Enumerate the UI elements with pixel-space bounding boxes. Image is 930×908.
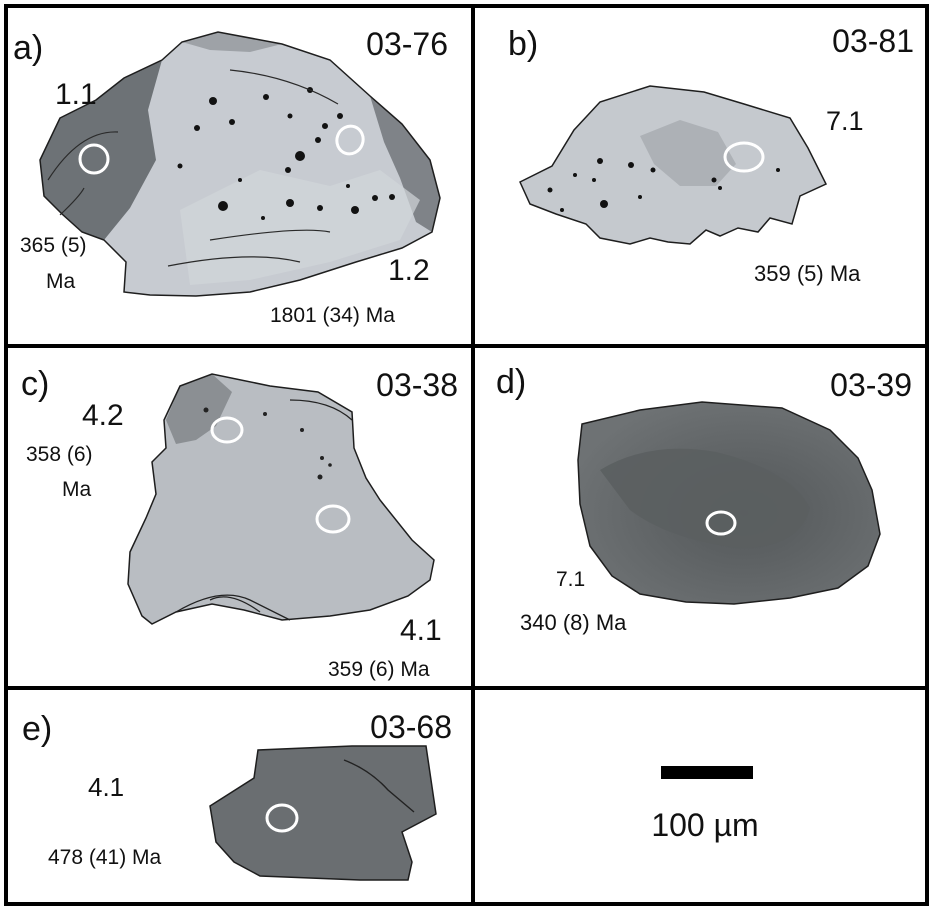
scale-bar-line <box>661 766 753 779</box>
spot-age: 359 (6) Ma <box>328 658 430 681</box>
analysis-spot-1-1 <box>78 143 110 175</box>
sample-id: 03-76 <box>366 26 448 62</box>
zircon-grain-b <box>519 85 828 245</box>
analysis-spot-4-1 <box>315 504 351 534</box>
panel-letter: c) <box>21 365 49 403</box>
panel-grid <box>4 4 929 906</box>
analysis-spot-7-1 <box>723 141 765 173</box>
sample-id: 03-38 <box>376 367 458 403</box>
spot-age: 478 (41) Ma <box>48 846 162 869</box>
sample-id: 03-39 <box>830 367 912 403</box>
scale-bar: 100 µm <box>651 766 759 843</box>
spot-age-unit: Ma <box>46 270 75 293</box>
panel-b: b) 03-81 7.1 359 (5) Ma <box>508 23 914 286</box>
spot-age: 365 (5) <box>20 234 87 257</box>
sample-id: 03-68 <box>370 709 452 745</box>
zircon-grain-d <box>577 401 881 605</box>
spot-age: 1801 (34) Ma <box>270 304 395 327</box>
spot-age-unit: Ma <box>62 478 91 501</box>
spot-label: 4.2 <box>82 399 124 432</box>
zircon-grain-e <box>209 745 437 881</box>
panel-d: d) 03-39 7.1 340 (8) Ma <box>496 363 912 635</box>
outer-border <box>4 4 929 906</box>
panel-letter: d) <box>496 363 526 401</box>
spot-label: 1.1 <box>55 78 97 111</box>
panel-e: e) 03-68 4.1 478 (41) Ma <box>22 709 452 881</box>
spot-age: 358 (6) <box>26 443 93 466</box>
spot-age: 359 (5) Ma <box>754 261 861 286</box>
panel-letter: e) <box>22 710 52 748</box>
zircon-grain-a <box>39 31 441 297</box>
panel-c: c) 03-38 4.2 358 (6) Ma 4.1 359 (6) Ma <box>21 365 458 681</box>
scale-bar-label: 100 µm <box>651 807 758 843</box>
zircon-grain-c <box>127 373 435 625</box>
analysis-spot-7-1 <box>705 510 737 536</box>
spot-label: 1.2 <box>388 254 430 287</box>
panel-letter: a) <box>13 29 43 67</box>
spot-label: 7.1 <box>556 568 585 591</box>
analysis-spot-4-1 <box>265 803 299 833</box>
analysis-spot-1-2 <box>335 124 365 156</box>
sample-id: 03-81 <box>832 23 914 59</box>
spot-label: 4.1 <box>88 772 124 802</box>
analysis-spot-4-2 <box>210 416 244 444</box>
spot-age: 340 (8) Ma <box>520 610 627 635</box>
spot-label: 7.1 <box>826 106 864 136</box>
panel-letter: b) <box>508 25 538 63</box>
panel-a: a) 03-76 1.1 365 (5) Ma 1.2 1801 (34) Ma <box>13 26 448 327</box>
spot-label: 4.1 <box>400 614 442 647</box>
